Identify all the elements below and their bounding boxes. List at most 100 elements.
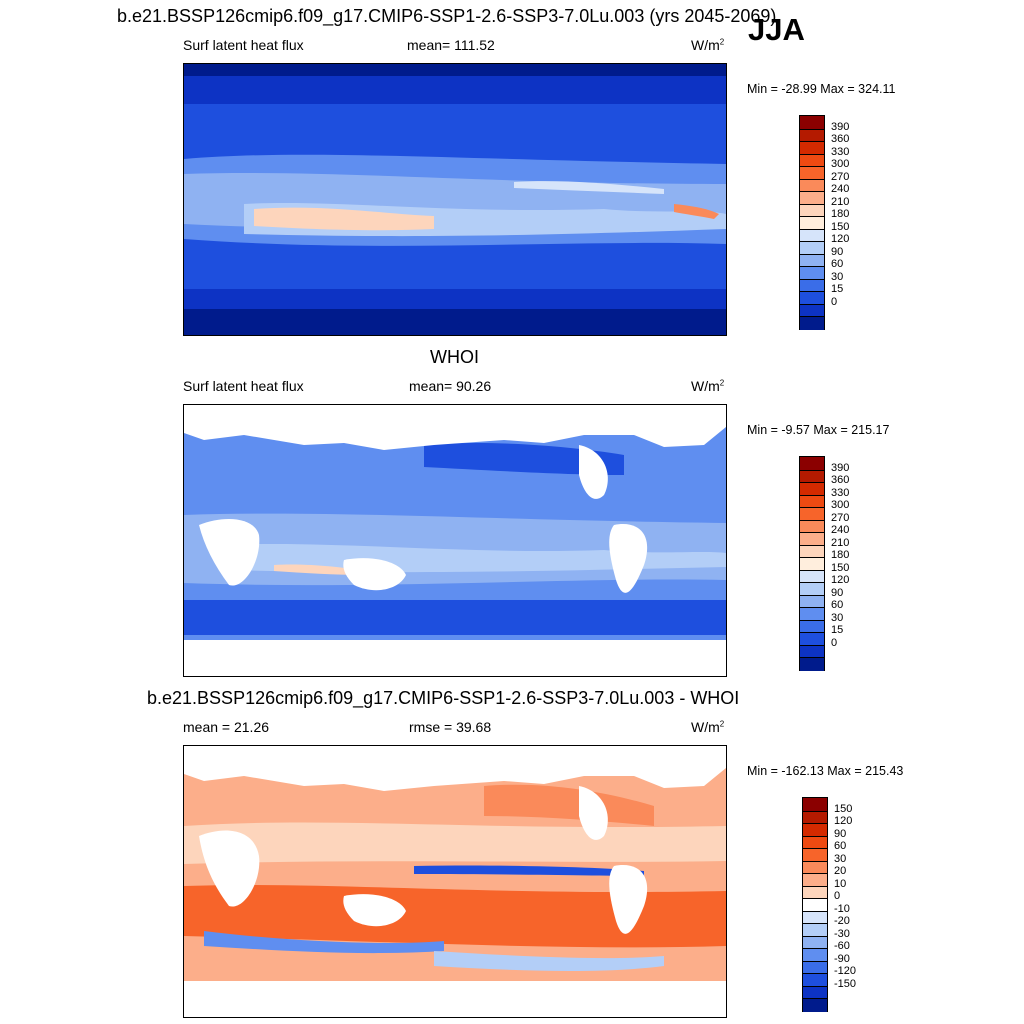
panel3-rmse: rmse = 39.68 <box>409 719 492 735</box>
panel2-colorbar <box>799 456 825 672</box>
panel2-mean: mean= 90.26 <box>409 378 492 394</box>
colorbar-tick-label: 90 <box>831 586 844 599</box>
colorbar-cell <box>800 457 824 471</box>
panel3-mean: mean = 21.26 <box>183 719 270 735</box>
colorbar-tick-label: 210 <box>831 195 850 208</box>
colorbar-tick-label: 20 <box>834 865 847 878</box>
colorbar-tick-label: -20 <box>834 915 850 928</box>
colorbar-tick-label: 0 <box>831 295 838 308</box>
panel3-colorbar <box>802 797 828 1013</box>
colorbar-cell <box>803 923 827 938</box>
colorbar-cell <box>803 998 827 1013</box>
panel1-variable: Surf latent heat flux <box>183 37 304 53</box>
colorbar-cell <box>800 469 824 484</box>
colorbar-cell <box>800 557 824 572</box>
colorbar-tick-label: -90 <box>834 952 850 965</box>
colorbar-tick-label: 60 <box>831 258 844 271</box>
colorbar-cell <box>803 948 827 963</box>
colorbar-tick-label: 150 <box>831 561 850 574</box>
colorbar-cell <box>800 253 824 268</box>
colorbar-cell <box>800 619 824 634</box>
colorbar-tick-label: 30 <box>834 852 847 865</box>
colorbar-tick-label: 210 <box>831 536 850 549</box>
colorbar-tick-label: 30 <box>831 270 844 283</box>
colorbar-tick-label: -120 <box>834 965 857 978</box>
colorbar-cell <box>800 569 824 584</box>
colorbar-cell <box>803 910 827 925</box>
panel1-title: b.e21.BSSP126cmip6.f09_g17.CMIP6-SSP1-2.… <box>117 6 777 26</box>
colorbar-cell <box>803 810 827 825</box>
colorbar-cell <box>800 632 824 647</box>
colorbar-cell <box>800 532 824 547</box>
colorbar-tick-label: 300 <box>831 499 850 512</box>
colorbar-tick-label: 240 <box>831 183 850 196</box>
colorbar-tick-label: 390 <box>831 120 850 133</box>
colorbar-tick-label: 300 <box>831 158 850 171</box>
colorbar-tick-label: 150 <box>834 802 853 815</box>
colorbar-cell <box>803 860 827 875</box>
colorbar-tick-label: 0 <box>831 636 838 649</box>
colorbar-cell <box>803 835 827 850</box>
colorbar-tick-label: -10 <box>834 902 850 915</box>
colorbar-tick-label: -60 <box>834 940 850 953</box>
panel2-minmax: Min = -9.57 Max = 215.17 <box>747 423 890 437</box>
colorbar-cell <box>800 266 824 281</box>
colorbar-cell <box>800 216 824 231</box>
colorbar-cell <box>800 153 824 168</box>
colorbar-cell <box>800 191 824 206</box>
colorbar-tick-label: 30 <box>831 611 844 624</box>
colorbar-tick-label: 390 <box>831 461 850 474</box>
colorbar-tick-label: 120 <box>831 574 850 587</box>
colorbar-tick-label: 180 <box>831 549 850 562</box>
colorbar-cell <box>800 203 824 218</box>
colorbar-cell <box>803 898 827 913</box>
colorbar-tick-label: 15 <box>831 624 844 637</box>
panel1-map <box>183 63 727 336</box>
colorbar-cell <box>800 482 824 497</box>
colorbar-cell <box>803 823 827 838</box>
colorbar-cell <box>800 303 824 318</box>
colorbar-cell <box>800 582 824 597</box>
panel3-map <box>183 745 727 1018</box>
colorbar-cell <box>800 507 824 522</box>
colorbar-tick-label: 270 <box>831 170 850 183</box>
colorbar-cell <box>803 873 827 888</box>
colorbar-cell <box>800 494 824 509</box>
colorbar-cell <box>803 848 827 863</box>
colorbar-tick-label: -150 <box>834 977 857 990</box>
panel1-mean: mean= 111.52 <box>407 37 495 53</box>
colorbar-tick-label: -30 <box>834 927 850 940</box>
colorbar-tick-label: 60 <box>831 599 844 612</box>
colorbar-tick-label: 120 <box>831 233 850 246</box>
colorbar-cell <box>803 973 827 988</box>
colorbar-cell <box>803 960 827 975</box>
colorbar-tick-label: 90 <box>834 827 847 840</box>
colorbar-cell <box>800 544 824 559</box>
colorbar-cell <box>800 278 824 293</box>
panel1-minmax: Min = -28.99 Max = 324.11 <box>747 82 896 96</box>
season-label: JJA <box>748 12 805 47</box>
panel1-units: W/m2 <box>691 37 725 53</box>
panel3-title: b.e21.BSSP126cmip6.f09_g17.CMIP6-SSP1-2.… <box>147 688 740 708</box>
panel2-map <box>183 404 727 677</box>
colorbar-cell <box>800 228 824 243</box>
colorbar-cell <box>800 594 824 609</box>
colorbar-tick-label: 330 <box>831 145 850 158</box>
colorbar-tick-label: 15 <box>831 283 844 296</box>
panel1-colorbar <box>799 115 825 331</box>
colorbar-cell <box>800 316 824 331</box>
colorbar-cell <box>800 128 824 143</box>
colorbar-tick-label: 360 <box>831 133 850 146</box>
panel2-units: W/m2 <box>691 378 725 394</box>
colorbar-cell <box>800 607 824 622</box>
colorbar-tick-label: 180 <box>831 208 850 221</box>
colorbar-cell <box>803 935 827 950</box>
colorbar-cell <box>800 116 824 130</box>
colorbar-tick-label: 240 <box>831 524 850 537</box>
panel2-variable: Surf latent heat flux <box>183 378 304 394</box>
colorbar-cell <box>803 885 827 900</box>
colorbar-tick-label: 10 <box>834 877 847 890</box>
colorbar-cell <box>800 241 824 256</box>
colorbar-cell <box>803 798 827 812</box>
colorbar-cell <box>800 141 824 156</box>
